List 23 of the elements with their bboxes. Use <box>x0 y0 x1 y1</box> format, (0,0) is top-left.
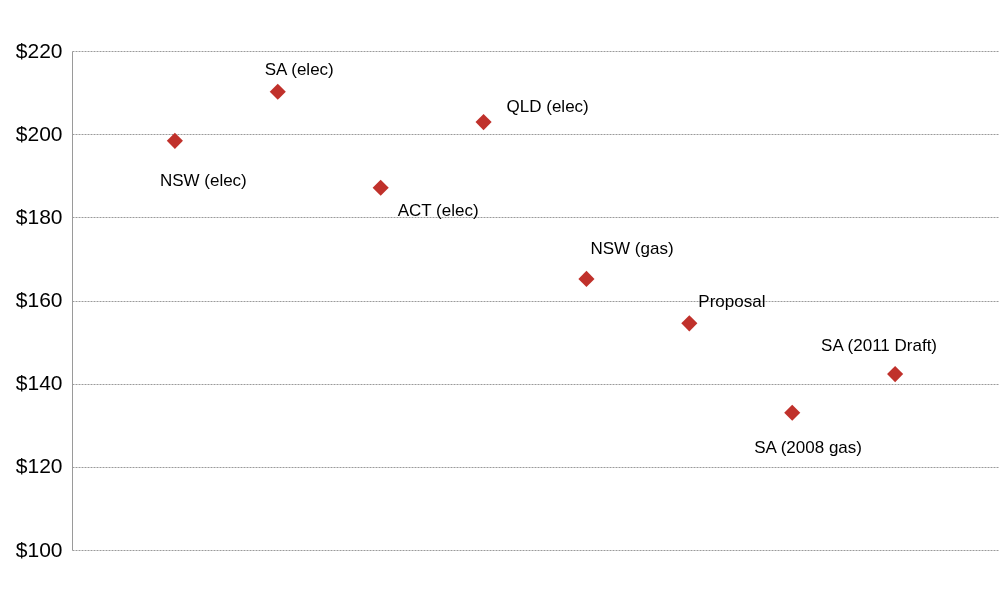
y-tick-label: $160 <box>15 288 63 311</box>
annotation: NSW (elec) <box>159 170 247 190</box>
annotation: NSW (gas) <box>590 238 674 258</box>
y-tick-label: $200 <box>15 121 63 145</box>
point <box>681 315 698 332</box>
annotation: SA (2008 gas) <box>754 437 862 457</box>
point <box>784 404 801 421</box>
point <box>475 114 492 131</box>
y-tick-label: $220 <box>15 38 63 62</box>
annotation: SA (elec) <box>264 59 334 79</box>
point <box>372 179 389 196</box>
y-tick-label: $180 <box>15 204 63 228</box>
point <box>887 366 904 383</box>
point <box>269 83 286 100</box>
y-tick-label: $140 <box>15 371 63 395</box>
annotation: Proposal <box>698 292 766 312</box>
annotation: ACT (elec) <box>397 200 479 220</box>
point <box>166 132 183 149</box>
y-tick-label: $100 <box>15 537 63 561</box>
point <box>578 270 595 287</box>
y-tick-label: $120 <box>15 454 63 478</box>
annotation: QLD (elec) <box>506 97 589 117</box>
annotation: SA (2011 Draft) <box>821 336 938 356</box>
